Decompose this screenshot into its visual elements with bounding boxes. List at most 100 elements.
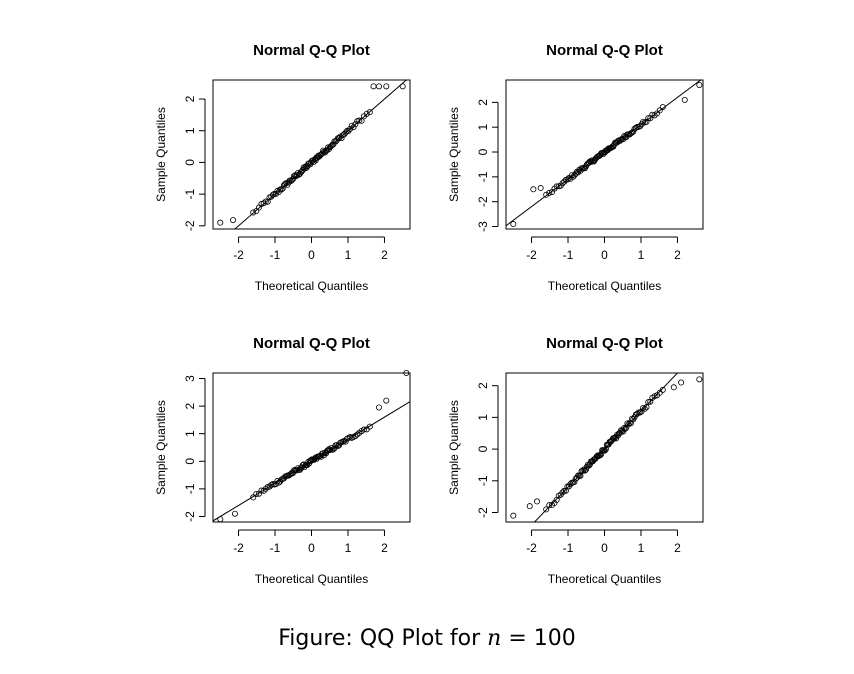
qq-point [632,124,639,131]
x-tick-label: 0 [308,541,315,555]
caption-value: 100 [533,626,576,651]
qq-point [579,165,586,172]
qq-point [363,110,370,117]
y-tick-label: -3 [476,221,490,232]
y-tick-label: 0 [183,458,197,465]
qq-point [260,200,267,207]
caption-operator: = [501,626,534,651]
qq-point [322,449,329,456]
x-tick-label: -2 [526,248,537,262]
plot-frame [505,79,704,230]
qq-point [614,431,621,438]
qq-panel-2: Normal Q-Q Plot -2 -1 0 1 2 Theoretical Quanti… [447,42,704,293]
qq-point [647,115,654,122]
qq-point [352,433,359,440]
qq-point [230,217,237,224]
x-tick-label: -2 [526,541,537,555]
figure-caption: Figure: QQ Plot for n = 100 [0,626,854,651]
qq-point [375,404,382,411]
panel-title: Normal Q-Q Plot [253,42,370,59]
y-tick-label: 0 [183,159,197,166]
x-tick-label: 2 [381,541,388,555]
panel-title: Normal Q-Q Plot [546,42,663,59]
y-tick-label: 0 [476,148,490,155]
qq-point [309,157,316,164]
qq-point [546,502,553,509]
y-tick-label: 1 [476,414,490,421]
x-axis-label: Theoretical Quantiles [255,279,368,293]
qq-point [643,118,650,125]
qq-point [619,427,626,434]
y-tick-label: 0 [476,445,490,452]
qq-point [534,498,541,505]
caption-variable: n [487,626,502,651]
y-tick-label: 2 [476,99,490,106]
qq-point [561,487,568,494]
x-tick-label: 1 [638,248,645,262]
qq-point [584,160,591,167]
qq-point [383,83,390,90]
x-tick-label: 1 [638,541,645,555]
qq-point [403,369,410,376]
y-tick-label: 2 [183,95,197,102]
y-tick-label: 2 [183,402,197,409]
qq-point [582,466,589,473]
qq-point [559,489,566,496]
qq-point [274,478,281,485]
qq-point [358,117,365,124]
qq-point [537,185,544,192]
x-tick-label: 2 [381,248,388,262]
x-tick-label: 0 [308,248,315,262]
qq-point [546,189,553,196]
qq-point [399,83,406,90]
qq-point [656,107,663,114]
qq-point [659,386,666,393]
qq-point [260,487,267,494]
plot-frame [505,372,704,523]
qq-point [622,425,629,432]
qq-point [366,423,373,430]
qq-point [590,158,597,165]
panel-title: Normal Q-Q Plot [546,335,663,352]
qq-point [342,129,349,136]
x-tick-label: -1 [563,248,574,262]
qq-point [681,96,688,103]
qq-point [624,420,631,427]
qq-panel-3: Normal Q-Q Plot -2 -1 0 1 2 Theoretical Quanti… [154,335,411,586]
qq-point [553,183,560,190]
y-tick-label: -1 [476,475,490,486]
qq-point [318,453,325,460]
x-axis-label: Theoretical Quantiles [548,279,661,293]
plot-frame [212,372,411,523]
qq-point [336,135,343,142]
x-tick-label: -2 [233,541,244,555]
qq-point [383,397,390,404]
qq-point [356,117,363,124]
qq-point [317,152,324,159]
x-tick-label: -1 [563,541,574,555]
x-tick-label: 1 [345,248,352,262]
qq-point [579,467,586,474]
y-tick-label: 3 [183,375,197,382]
qq-point [543,506,550,513]
qq-point [262,198,269,205]
qq-point [678,379,685,386]
qq-point [641,405,648,412]
caption-prefix: Figure: QQ Plot for [278,626,488,651]
qq-point [637,123,644,130]
qq-point [321,452,328,459]
qq-point [348,122,355,129]
y-axis-label: Sample Quantiles [154,400,168,495]
qq-point [370,83,377,90]
qq-point [347,125,354,132]
qq-point [601,447,608,454]
qq-point [670,384,677,391]
qq-point [561,178,568,185]
y-axis-label: Sample Quantiles [154,107,168,202]
qq-point [597,452,604,459]
qq-point [611,435,618,442]
x-tick-label: 1 [345,541,352,555]
y-tick-label: 1 [183,127,197,134]
qq-point [659,103,666,110]
qq-point [217,516,224,523]
